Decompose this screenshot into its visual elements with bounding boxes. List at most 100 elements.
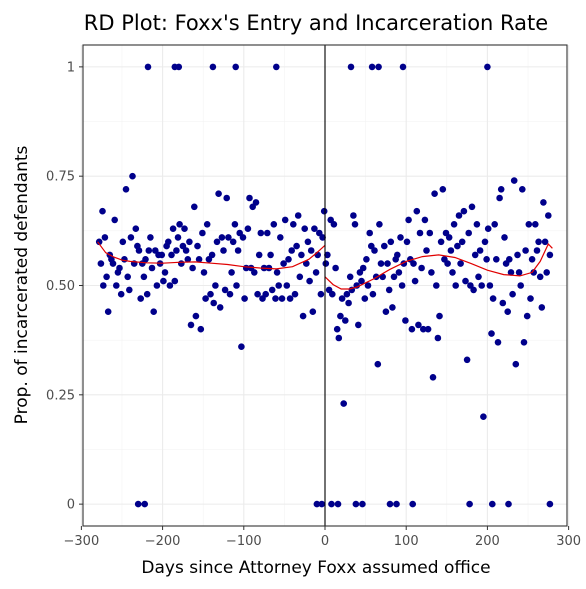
scatter-point xyxy=(515,269,523,276)
scatter-point xyxy=(171,277,179,285)
scatter-point xyxy=(122,186,130,193)
scatter-point xyxy=(312,269,320,276)
scatter-point xyxy=(433,282,440,289)
scatter-point xyxy=(267,251,274,259)
scatter-point xyxy=(202,295,209,302)
scatter-point xyxy=(420,325,427,333)
scatter-point xyxy=(119,238,127,246)
y-tick-label: 0.75 xyxy=(46,170,75,185)
scatter-point xyxy=(129,172,136,180)
scatter-point xyxy=(176,221,183,228)
y-tick-label: 0 xyxy=(67,498,75,513)
scatter-point xyxy=(141,500,148,508)
scatter-point xyxy=(268,286,276,294)
scatter-point xyxy=(371,247,378,254)
fit-line-before xyxy=(97,241,326,270)
scatter-point xyxy=(319,234,326,241)
scatter-point xyxy=(387,238,395,246)
scatter-point xyxy=(301,225,309,232)
scatter-point xyxy=(411,277,419,285)
scatter-point xyxy=(317,290,325,298)
scatter-point xyxy=(134,500,142,508)
scatter-point xyxy=(424,325,432,333)
scatter-point xyxy=(463,356,471,364)
scatter-point xyxy=(273,269,281,276)
scatter-point xyxy=(345,299,352,307)
scatter-point xyxy=(232,63,239,71)
scatter-point xyxy=(303,260,310,267)
scatter-point xyxy=(395,269,403,276)
scatter-point xyxy=(541,238,549,246)
scatter-point xyxy=(397,234,404,241)
scatter-point xyxy=(530,269,537,276)
y-axis-title: Prop. of incarcerated defendants xyxy=(12,145,32,424)
scatter-point xyxy=(200,269,208,276)
scatter-point xyxy=(470,286,477,294)
scatter-point xyxy=(173,247,180,254)
scatter-point xyxy=(241,295,248,302)
scatter-point xyxy=(175,63,183,71)
scatter-point xyxy=(460,207,468,215)
scatter-point xyxy=(207,290,214,298)
scatter-point xyxy=(522,247,529,254)
scatter-point xyxy=(320,207,328,215)
scatter-point xyxy=(384,260,391,267)
scatter-point xyxy=(324,251,331,259)
scatter-point xyxy=(473,221,481,228)
x-tick-label: 300 xyxy=(556,534,581,549)
scatter-point xyxy=(252,199,260,206)
scatter-point xyxy=(466,500,473,508)
scatter-point xyxy=(318,500,326,508)
scatter-point xyxy=(273,63,280,71)
y-tick-label: 1 xyxy=(67,60,75,75)
scatter-point xyxy=(142,255,149,263)
scatter-point xyxy=(444,260,451,267)
scatter-point xyxy=(104,308,112,316)
scatter-point xyxy=(512,360,520,368)
scatter-point xyxy=(483,255,490,263)
scatter-point xyxy=(523,312,531,320)
scatter-point xyxy=(489,295,497,302)
scatter-point xyxy=(291,290,299,298)
scatter-point xyxy=(504,308,512,316)
scatter-point xyxy=(352,500,360,508)
plot-panel: −300 −200 −100 0 100 200 300 0 0.25 0.50 0.75 1 xyxy=(46,44,581,549)
scatter-point xyxy=(145,247,153,254)
scatter-point xyxy=(519,186,526,193)
scatter-point xyxy=(363,255,370,263)
scatter-point xyxy=(366,229,374,237)
scatter-point xyxy=(203,221,211,228)
scatter-point xyxy=(99,207,106,215)
scatter-point xyxy=(501,234,508,241)
x-tick-label: −300 xyxy=(64,534,100,549)
scatter-point xyxy=(101,234,109,241)
scatter-point xyxy=(532,221,539,228)
scatter-point xyxy=(434,334,442,342)
scatter-point xyxy=(184,255,192,263)
scatter-point xyxy=(140,273,148,281)
scatter-point xyxy=(100,282,107,289)
scatter-point xyxy=(445,234,453,241)
scatter-point xyxy=(182,247,190,254)
scatter-point xyxy=(527,295,534,302)
scatter-point xyxy=(421,216,429,224)
scatter-point xyxy=(386,500,394,508)
scatter-point xyxy=(437,238,445,246)
scatter-point xyxy=(262,290,270,298)
scatter-point xyxy=(413,207,421,215)
scatter-point xyxy=(169,225,177,232)
scatter-point xyxy=(313,500,321,508)
scatter-point xyxy=(221,286,229,294)
scatter-point xyxy=(306,277,313,285)
scatter-point xyxy=(148,264,156,272)
scatter-point xyxy=(374,360,382,368)
scatter-point xyxy=(536,273,544,281)
scatter-point xyxy=(223,194,230,202)
scatter-point xyxy=(405,216,412,224)
scatter-point xyxy=(254,290,261,298)
scatter-point xyxy=(364,282,372,289)
scatter-point xyxy=(368,63,376,71)
scatter-point xyxy=(465,229,473,237)
scatter-point xyxy=(471,251,479,259)
scatter-point xyxy=(332,264,339,272)
